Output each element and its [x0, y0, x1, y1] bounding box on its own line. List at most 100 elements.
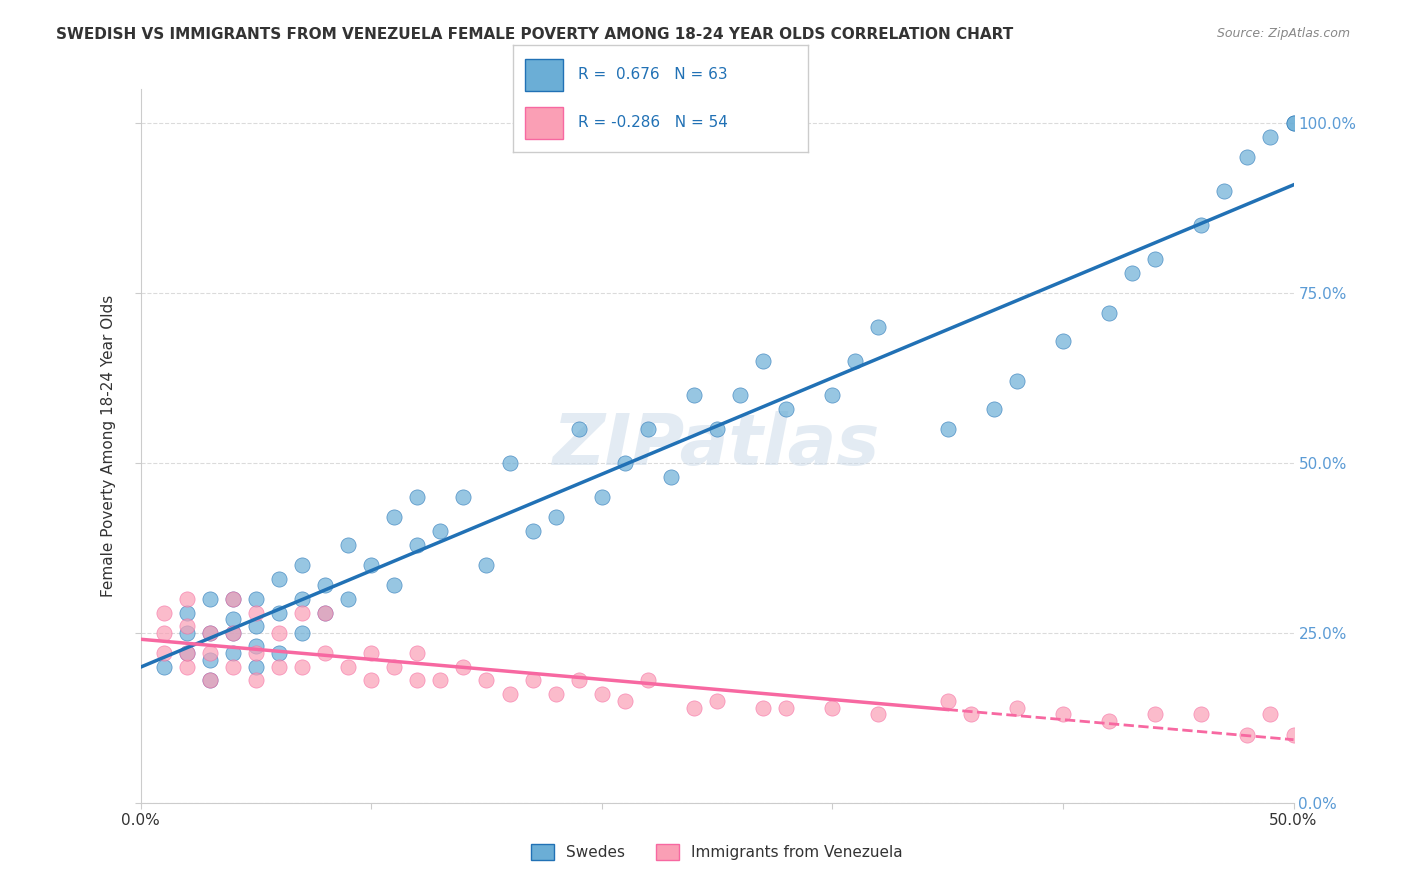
Point — [406, 537, 429, 551]
Point — [522, 524, 544, 538]
Point — [222, 660, 245, 674]
Point — [613, 456, 636, 470]
Point — [337, 660, 360, 674]
Point — [775, 700, 797, 714]
Point — [498, 456, 520, 470]
Point — [1005, 700, 1028, 714]
Point — [936, 422, 959, 436]
Point — [475, 673, 498, 688]
Point — [683, 388, 706, 402]
Point — [568, 422, 591, 436]
Point — [198, 646, 221, 660]
Point — [821, 388, 844, 402]
Point — [868, 707, 890, 722]
Point — [267, 572, 290, 586]
Point — [544, 510, 567, 524]
Point — [1282, 728, 1305, 742]
Point — [198, 673, 221, 688]
Point — [245, 673, 267, 688]
FancyBboxPatch shape — [524, 107, 564, 139]
Point — [176, 626, 198, 640]
Point — [522, 673, 544, 688]
Point — [198, 626, 221, 640]
Point — [245, 646, 267, 660]
Text: SWEDISH VS IMMIGRANTS FROM VENEZUELA FEMALE POVERTY AMONG 18-24 YEAR OLDS CORREL: SWEDISH VS IMMIGRANTS FROM VENEZUELA FEM… — [56, 27, 1014, 42]
Point — [868, 320, 890, 334]
Point — [406, 673, 429, 688]
Point — [637, 422, 659, 436]
Point — [382, 510, 405, 524]
Point — [1144, 707, 1167, 722]
Point — [1236, 150, 1258, 164]
Point — [337, 537, 360, 551]
Point — [176, 606, 198, 620]
Point — [752, 354, 775, 368]
Point — [591, 687, 613, 701]
Point — [453, 490, 475, 504]
Point — [314, 646, 336, 660]
Point — [429, 673, 451, 688]
Point — [291, 606, 314, 620]
Point — [959, 707, 981, 722]
Point — [1213, 184, 1236, 198]
Point — [360, 646, 382, 660]
Point — [198, 591, 221, 606]
Point — [314, 606, 336, 620]
Point — [382, 660, 405, 674]
Point — [152, 660, 174, 674]
Point — [222, 626, 245, 640]
Point — [382, 578, 405, 592]
Point — [176, 619, 198, 633]
Point — [245, 606, 267, 620]
Point — [936, 694, 959, 708]
Point — [267, 626, 290, 640]
Point — [775, 401, 797, 416]
Point — [267, 660, 290, 674]
Point — [613, 694, 636, 708]
Point — [406, 646, 429, 660]
Point — [706, 422, 728, 436]
Point — [453, 660, 475, 674]
Point — [337, 591, 360, 606]
Point — [637, 673, 659, 688]
Point — [176, 646, 198, 660]
Point — [291, 591, 314, 606]
Y-axis label: Female Poverty Among 18-24 Year Olds: Female Poverty Among 18-24 Year Olds — [101, 295, 117, 597]
Point — [1260, 129, 1282, 144]
Point — [1052, 707, 1074, 722]
Point — [844, 354, 866, 368]
FancyBboxPatch shape — [524, 59, 564, 91]
Point — [222, 591, 245, 606]
Point — [1260, 707, 1282, 722]
Point — [1282, 116, 1305, 130]
Point — [1098, 714, 1121, 729]
Point — [222, 646, 245, 660]
Point — [1189, 218, 1212, 232]
Point — [591, 490, 613, 504]
Point — [1005, 375, 1028, 389]
Point — [1098, 306, 1121, 320]
Point — [222, 626, 245, 640]
Point — [406, 490, 429, 504]
Point — [245, 660, 267, 674]
Legend: Swedes, Immigrants from Venezuela: Swedes, Immigrants from Venezuela — [526, 838, 908, 866]
Point — [1189, 707, 1212, 722]
Point — [245, 591, 267, 606]
Point — [267, 646, 290, 660]
Point — [752, 700, 775, 714]
Point — [1052, 334, 1074, 348]
Point — [291, 626, 314, 640]
Point — [176, 646, 198, 660]
Text: R = -0.286   N = 54: R = -0.286 N = 54 — [578, 115, 728, 130]
Point — [706, 694, 728, 708]
Point — [291, 558, 314, 572]
Point — [314, 578, 336, 592]
Point — [222, 612, 245, 626]
Point — [152, 626, 174, 640]
Point — [152, 606, 174, 620]
Point — [267, 606, 290, 620]
Point — [176, 660, 198, 674]
Point — [245, 640, 267, 654]
Point — [821, 700, 844, 714]
Point — [544, 687, 567, 701]
